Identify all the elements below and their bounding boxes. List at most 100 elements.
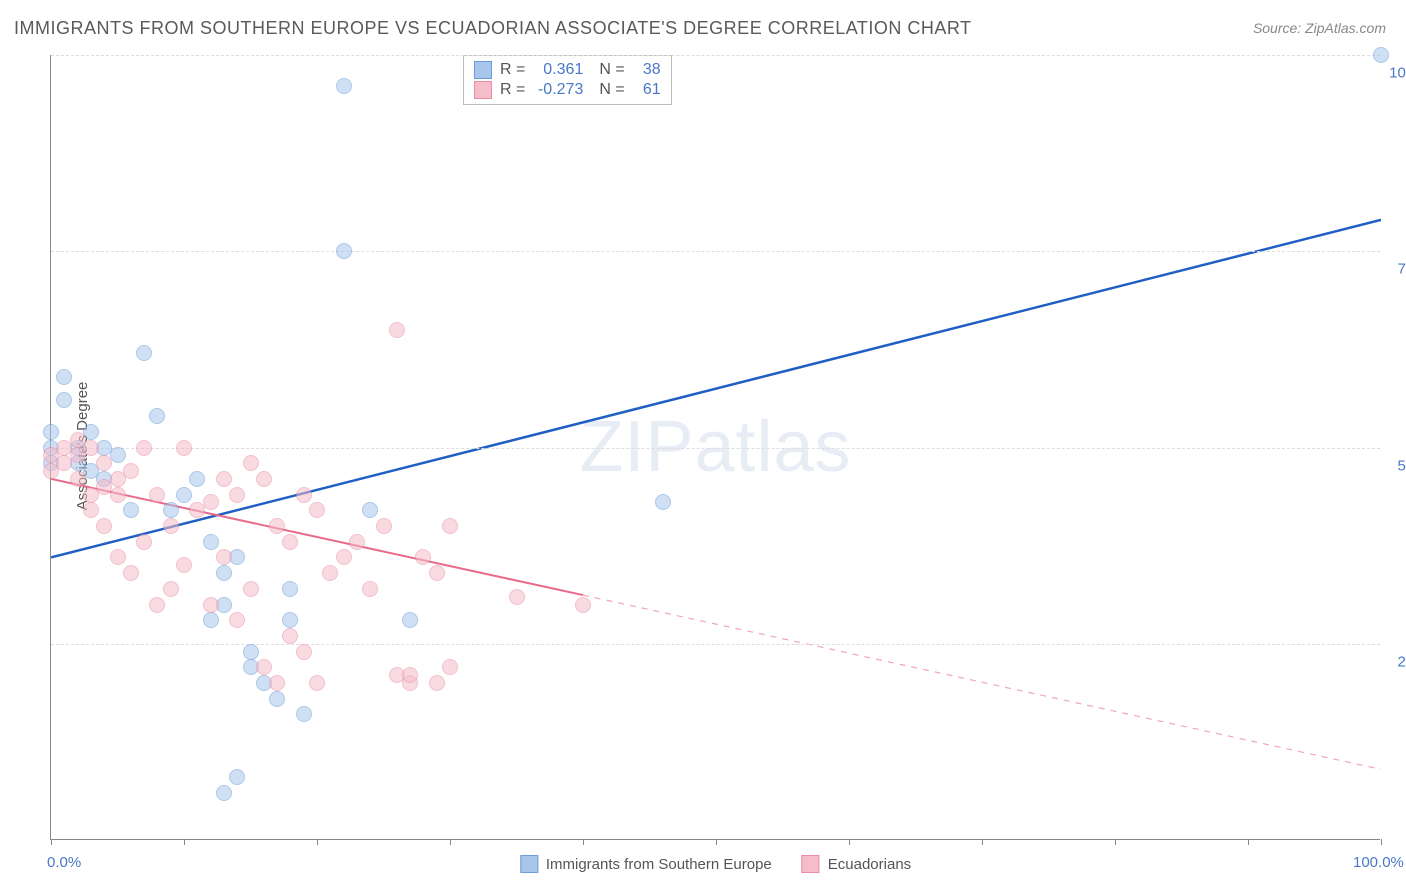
stats-legend-row: R =-0.273N =61 (474, 80, 661, 100)
data-point (243, 581, 259, 597)
grid-line (51, 448, 1380, 449)
r-label: R = (500, 61, 525, 79)
data-point (256, 471, 272, 487)
data-point (362, 581, 378, 597)
source-attribution: Source: ZipAtlas.com (1253, 20, 1386, 36)
series-legend: Immigrants from Southern Europe Ecuadoria… (520, 855, 911, 873)
data-point (203, 612, 219, 628)
data-point (269, 691, 285, 707)
data-point (136, 534, 152, 550)
x-tick-label: 0.0% (47, 854, 81, 871)
r-value: -0.273 (533, 81, 583, 99)
data-point (229, 769, 245, 785)
data-point (83, 440, 99, 456)
data-point (110, 549, 126, 565)
chart-title: IMMIGRANTS FROM SOUTHERN EUROPE VS ECUAD… (14, 18, 972, 39)
data-point (136, 440, 152, 456)
x-tick (450, 839, 451, 845)
data-point (163, 581, 179, 597)
data-point (96, 518, 112, 534)
data-point (56, 392, 72, 408)
data-point (269, 675, 285, 691)
data-point (123, 565, 139, 581)
stats-legend: R =0.361N =38R =-0.273N =61 (463, 55, 672, 105)
x-tick (982, 839, 983, 845)
data-point (442, 518, 458, 534)
data-point (402, 667, 418, 683)
data-point (309, 502, 325, 518)
data-point (336, 243, 352, 259)
data-point (336, 78, 352, 94)
data-point (282, 534, 298, 550)
data-point (229, 487, 245, 503)
n-value: 61 (633, 81, 661, 99)
r-value: 0.361 (533, 61, 583, 79)
data-point (243, 644, 259, 660)
data-point (429, 675, 445, 691)
x-tick (1115, 839, 1116, 845)
n-label: N = (599, 61, 624, 79)
data-point (96, 455, 112, 471)
x-tick (716, 839, 717, 845)
data-point (123, 463, 139, 479)
data-point (110, 487, 126, 503)
data-point (176, 487, 192, 503)
data-point (149, 487, 165, 503)
data-point (203, 534, 219, 550)
data-point (322, 565, 338, 581)
data-point (269, 518, 285, 534)
data-point (216, 549, 232, 565)
data-point (163, 518, 179, 534)
x-tick (1248, 839, 1249, 845)
legend-swatch (802, 855, 820, 873)
data-point (415, 549, 431, 565)
data-point (1373, 47, 1389, 63)
legend-item: Immigrants from Southern Europe (520, 855, 772, 873)
data-point (43, 424, 59, 440)
data-point (56, 369, 72, 385)
data-point (163, 502, 179, 518)
data-point (203, 494, 219, 510)
data-point (282, 628, 298, 644)
data-point (216, 565, 232, 581)
data-point (216, 471, 232, 487)
data-point (336, 549, 352, 565)
data-point (149, 408, 165, 424)
data-point (229, 612, 245, 628)
legend-swatch (520, 855, 538, 873)
n-label: N = (599, 81, 624, 99)
data-point (575, 597, 591, 613)
data-point (256, 659, 272, 675)
data-point (216, 785, 232, 801)
data-point (296, 706, 312, 722)
data-point (123, 502, 139, 518)
data-point (70, 471, 86, 487)
correlation-chart: IMMIGRANTS FROM SOUTHERN EUROPE VS ECUAD… (0, 0, 1406, 892)
x-tick (51, 839, 52, 845)
data-point (376, 518, 392, 534)
plot-area: ZIPatlas R =0.361N =38R =-0.273N =61 Imm… (50, 55, 1380, 840)
data-point (296, 644, 312, 660)
x-tick (849, 839, 850, 845)
x-tick (1381, 839, 1382, 845)
data-point (203, 597, 219, 613)
data-point (296, 487, 312, 503)
data-point (176, 557, 192, 573)
data-point (243, 455, 259, 471)
x-tick-label: 100.0% (1353, 854, 1404, 871)
legend-item: Ecuadorians (802, 855, 911, 873)
x-tick (583, 839, 584, 845)
y-tick-label: 25.0% (1397, 653, 1406, 670)
grid-line (51, 55, 1380, 56)
data-point (83, 502, 99, 518)
data-point (149, 597, 165, 613)
data-point (655, 494, 671, 510)
data-point (309, 675, 325, 691)
y-tick-label: 75.0% (1397, 261, 1406, 278)
data-point (362, 502, 378, 518)
data-point (429, 565, 445, 581)
y-tick-label: 50.0% (1397, 457, 1406, 474)
legend-swatch (474, 81, 492, 99)
grid-line (51, 251, 1380, 252)
data-point (282, 581, 298, 597)
